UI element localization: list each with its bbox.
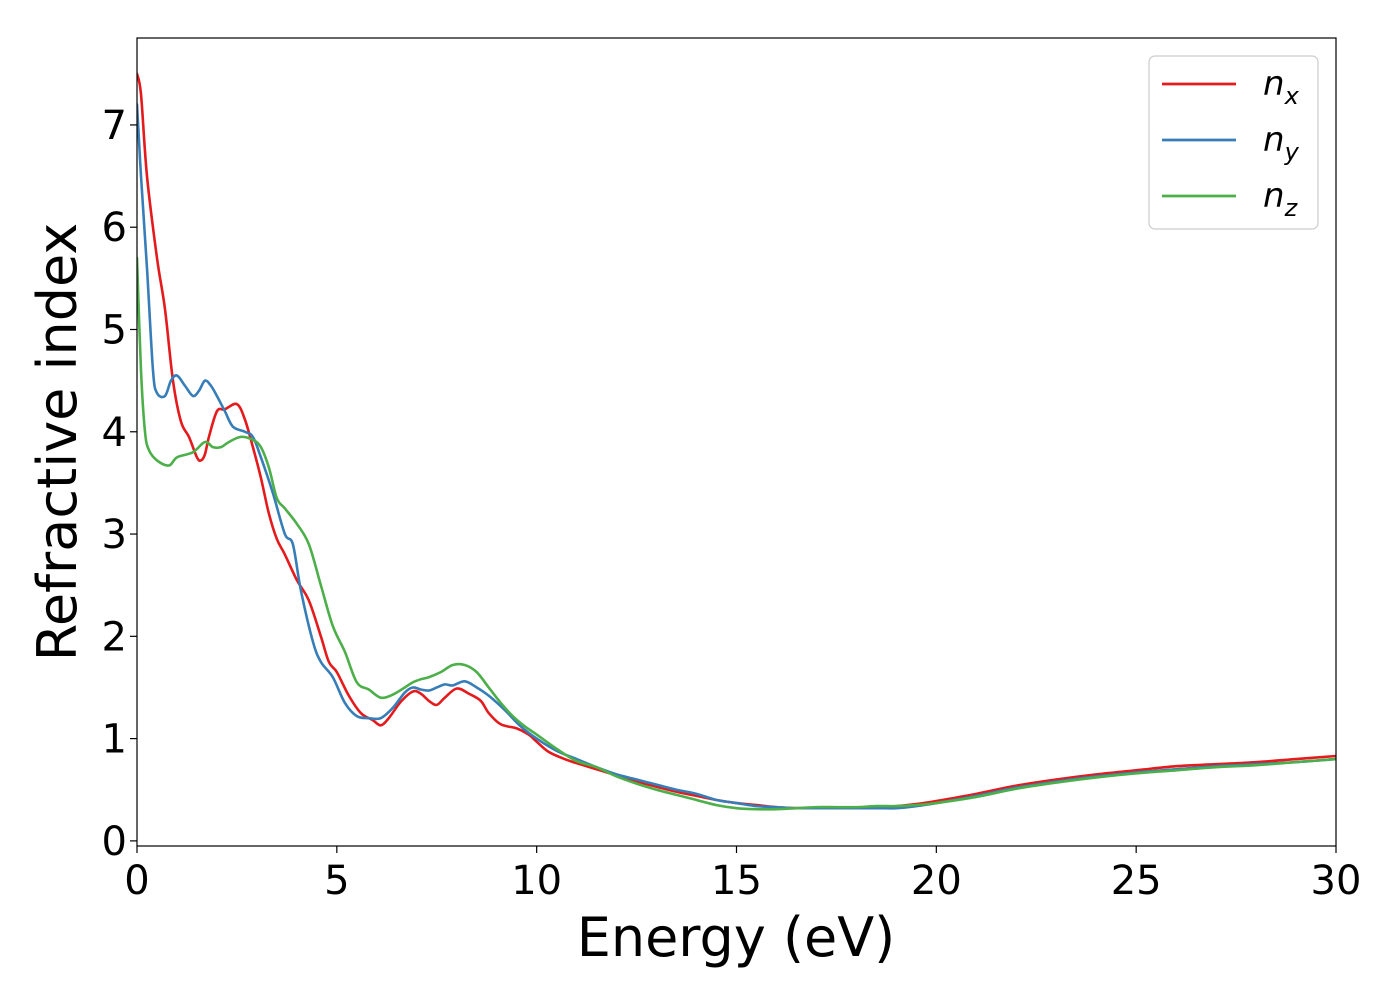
x-tick-label: 30 [1311, 858, 1362, 904]
legend-label-nx: nx [1263, 64, 1300, 110]
y-tick-label: 2 [102, 614, 127, 660]
series-line-ny [137, 103, 1336, 810]
x-tick-label: 10 [511, 858, 562, 904]
y-tick-label: 3 [102, 512, 127, 558]
legend-label-ny: ny [1263, 120, 1300, 166]
y-axis-title: Refractive index [26, 223, 89, 662]
x-axis-title: Energy (eV) [577, 906, 896, 969]
y-tick-label: 4 [102, 410, 127, 456]
y-tick-label: 5 [102, 307, 127, 353]
series-line-nz [137, 256, 1336, 811]
x-tick-label: 25 [1111, 858, 1162, 904]
x-tick-label: 20 [911, 858, 962, 904]
y-axis-ticks: 0 1 2 3 4 5 6 7 [102, 103, 137, 865]
legend-label-nz: nz [1263, 176, 1299, 222]
x-axis-ticks: 0 5 10 15 20 25 30 [124, 846, 1361, 904]
y-tick-label: 7 [102, 103, 127, 149]
x-tick-label: 5 [324, 858, 349, 904]
y-tick-label: 6 [102, 205, 127, 251]
legend-box [1148, 55, 1319, 230]
series-lines [137, 72, 1336, 811]
legend: nx ny nz [1148, 55, 1319, 230]
x-tick-label: 0 [124, 858, 149, 904]
y-tick-label: 1 [102, 717, 127, 763]
y-tick-label: 0 [102, 819, 127, 865]
x-tick-label: 15 [711, 858, 762, 904]
